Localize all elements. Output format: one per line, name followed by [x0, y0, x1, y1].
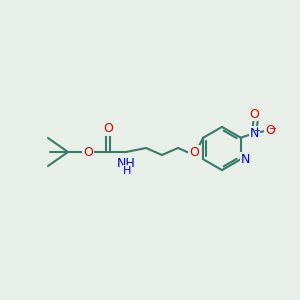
Text: N: N [250, 127, 259, 140]
Text: H: H [123, 166, 132, 176]
Text: O: O [189, 146, 199, 158]
Text: NH: NH [117, 157, 135, 169]
Text: O: O [103, 122, 113, 136]
Text: N: N [241, 153, 250, 166]
Text: O: O [83, 146, 93, 158]
Text: −: − [269, 124, 277, 134]
Text: +: + [253, 126, 260, 135]
Text: O: O [265, 124, 275, 137]
Text: O: O [249, 108, 259, 121]
